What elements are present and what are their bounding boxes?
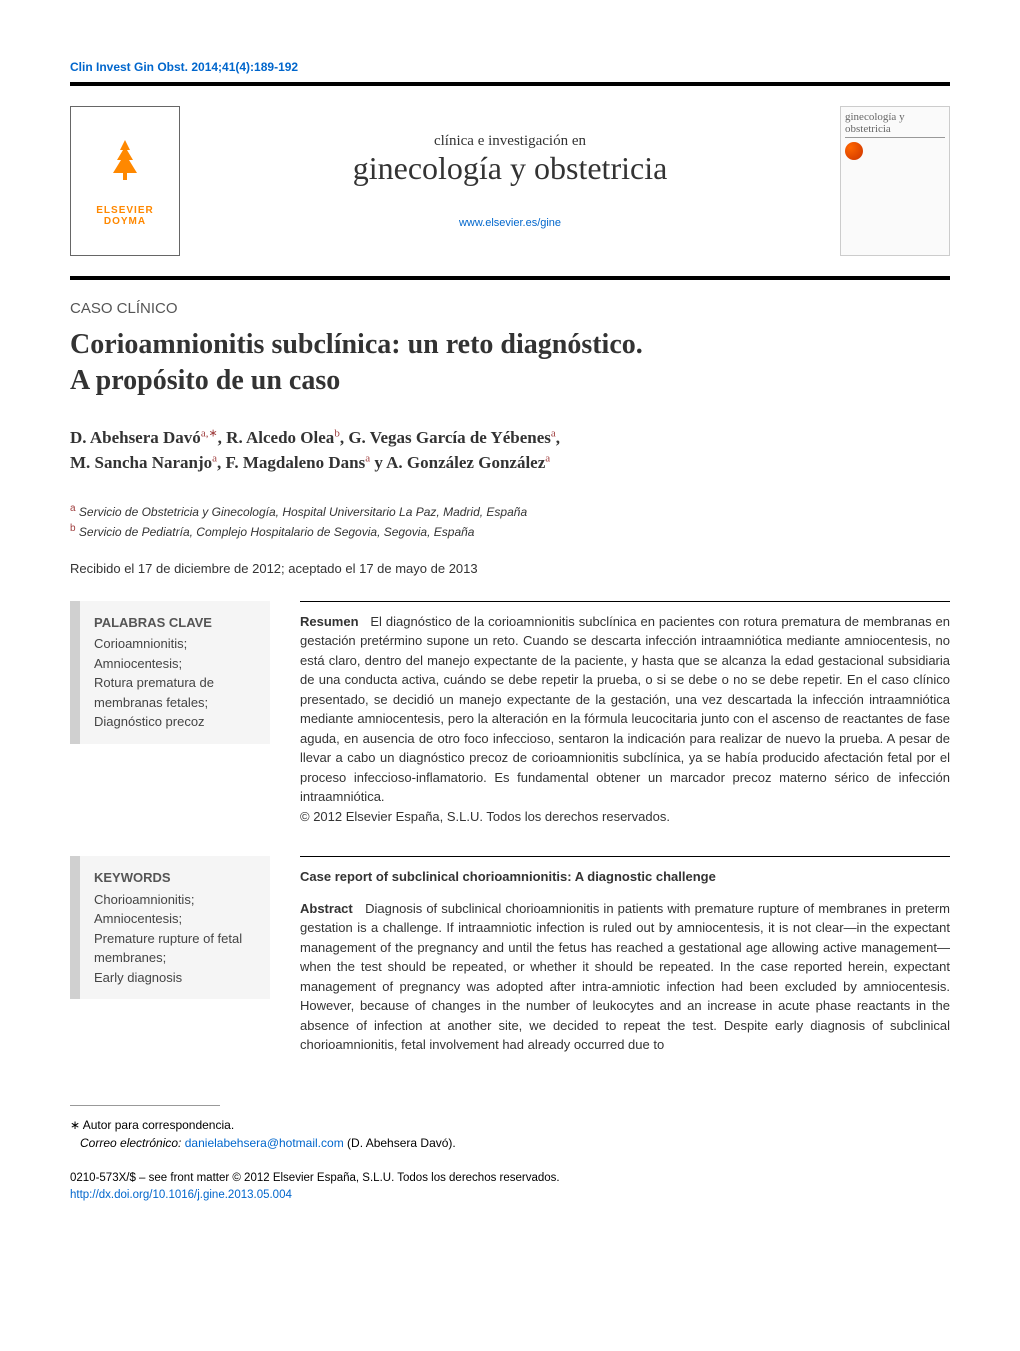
authors-list: D. Abehsera Davóa,∗, R. Alcedo Oleab, G.…: [70, 425, 950, 476]
author: G. Vegas García de Yébenes: [348, 428, 551, 447]
article-title-line2: A propósito de un caso: [70, 365, 340, 396]
author: M. Sancha Naranjo: [70, 453, 212, 472]
section-label: CASO CLÍNICO: [70, 300, 950, 317]
elsevier-logo: ELSEVIER DOYMA: [70, 106, 180, 256]
journal-subtitle: clínica e investigación en: [200, 133, 820, 150]
resumen-body: El diagnóstico de la corioamnionitis sub…: [300, 614, 950, 805]
header-rule-bottom: [70, 276, 950, 280]
keywords-box: KEYWORDS Chorioamnionitis; Amniocentesis…: [70, 856, 270, 999]
issn-line: 0210-573X/$ – see front matter © 2012 El…: [70, 1172, 560, 1184]
keywords-list: Chorioamnionitis; Amniocentesis; Prematu…: [94, 890, 256, 988]
corr-symbol: ∗: [70, 1118, 80, 1132]
journal-cover-thumbnail: ginecología y obstetricia: [840, 106, 950, 256]
corr-label: Autor para correspondencia.: [83, 1118, 234, 1132]
logo-text-top: ELSEVIER: [96, 205, 153, 216]
journal-url-link[interactable]: www.elsevier.es/gine: [200, 217, 820, 229]
abstract-body: Diagnosis of subclinical chorioamnioniti…: [300, 901, 950, 1053]
article-title: Corioamnionitis subclínica: un reto diag…: [70, 327, 950, 400]
journal-title: ginecología y obstetricia: [200, 150, 820, 187]
cover-title: ginecología y obstetricia: [845, 111, 945, 138]
affiliations: a Servicio de Obstetricia y Ginecología,…: [70, 501, 950, 541]
corr-email-link[interactable]: danielabehsera@hotmail.com: [185, 1136, 344, 1150]
author: F. Magdaleno Dans: [226, 453, 366, 472]
affiliation-a: a Servicio de Obstetricia y Ginecología,…: [70, 501, 950, 521]
abstract-divider: [300, 601, 950, 602]
palabras-clave-list: Corioamnionitis; Amniocentesis; Rotura p…: [94, 634, 256, 732]
english-title: Case report of subclinical chorioamnioni…: [300, 867, 950, 887]
spanish-abstract-block: PALABRAS CLAVE Corioamnionitis; Amniocen…: [70, 601, 950, 827]
corr-author-name: (D. Abehsera Davó).: [347, 1136, 456, 1150]
keywords-label: KEYWORDS: [94, 868, 256, 888]
tree-icon: [105, 135, 145, 195]
resumen-label: Resumen: [300, 614, 359, 629]
author: R. Alcedo Olea: [226, 428, 334, 447]
affiliation-b: b Servicio de Pediatría, Complejo Hospit…: [70, 521, 950, 541]
author: A. González González: [386, 453, 545, 472]
corresponding-author-note: ∗ Autor para correspondencia. Correo ele…: [70, 1116, 950, 1152]
resumen-copyright: © 2012 Elsevier España, S.L.U. Todos los…: [300, 809, 670, 824]
journal-title-block: clínica e investigación en ginecología y…: [200, 133, 820, 229]
doi-link[interactable]: http://dx.doi.org/10.1016/j.gine.2013.05…: [70, 1189, 292, 1201]
author: D. Abehsera Davó: [70, 428, 201, 447]
palabras-clave-box: PALABRAS CLAVE Corioamnionitis; Amniocen…: [70, 601, 270, 744]
article-dates: Recibido el 17 de diciembre de 2012; ace…: [70, 561, 950, 576]
header-citation: Clin Invest Gin Obst. 2014;41(4):189-192: [70, 60, 950, 74]
article-title-line1: Corioamnionitis subclínica: un reto diag…: [70, 329, 643, 360]
resumen-text: Resumen El diagnóstico de la corioamnion…: [270, 601, 950, 827]
palabras-clave-label: PALABRAS CLAVE: [94, 613, 256, 633]
copyright-footer: 0210-573X/$ – see front matter © 2012 El…: [70, 1170, 950, 1205]
abstract-label: Abstract: [300, 901, 353, 916]
corr-email-label: Correo electrónico:: [80, 1136, 181, 1150]
abstract-divider: [300, 856, 950, 857]
cover-graphic-icon: [845, 142, 863, 160]
abstract-text: Case report of subclinical chorioamnioni…: [270, 856, 950, 1055]
footer-separator: [70, 1105, 220, 1106]
journal-header: ELSEVIER DOYMA clínica e investigación e…: [70, 86, 950, 276]
english-abstract-block: KEYWORDS Chorioamnionitis; Amniocentesis…: [70, 856, 950, 1055]
logo-text-bottom: DOYMA: [104, 216, 146, 227]
